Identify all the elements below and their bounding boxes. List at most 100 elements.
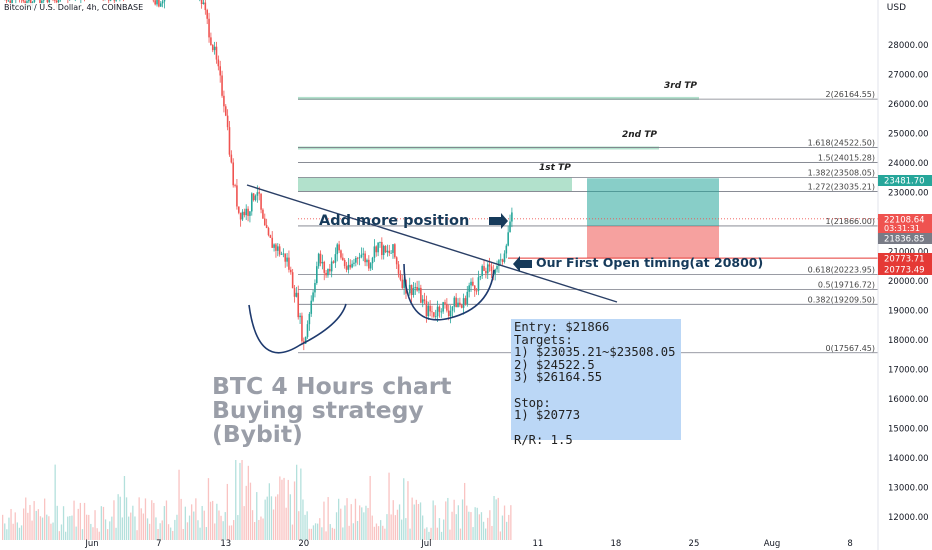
candle-body xyxy=(438,306,441,312)
volume-bar xyxy=(256,492,258,540)
volume-bar xyxy=(8,517,10,540)
candle-body xyxy=(429,305,431,312)
volume-bar xyxy=(88,514,90,540)
volume-bar xyxy=(83,502,86,540)
volume-bar xyxy=(275,496,277,540)
volume-bar xyxy=(508,514,510,540)
volume-bar xyxy=(197,520,199,540)
volume-bar xyxy=(312,525,315,540)
candle-body xyxy=(342,257,344,261)
volume-bar xyxy=(73,500,75,540)
info-line: R/R: 1.5 xyxy=(514,433,573,448)
info-line: 1) $20773 xyxy=(514,408,581,423)
volume-bar xyxy=(174,519,176,540)
volume-bar xyxy=(331,527,333,540)
volume-bar xyxy=(155,517,157,540)
volume-bar xyxy=(369,475,371,540)
candle-body xyxy=(41,0,43,5)
candle-body xyxy=(316,266,318,283)
volume-bar xyxy=(123,475,126,540)
volume-bar xyxy=(386,514,388,540)
candle-body xyxy=(267,228,270,236)
candle-body xyxy=(42,0,45,1)
candle-body xyxy=(442,302,444,312)
volume-bar xyxy=(317,523,319,540)
candle-body xyxy=(228,127,231,155)
candle-body xyxy=(239,212,242,220)
volume-bar xyxy=(86,514,88,540)
volume-bar xyxy=(6,529,8,540)
candle-body xyxy=(280,253,283,255)
volume-bar xyxy=(157,529,159,540)
candle-body xyxy=(161,1,164,4)
volume-bar xyxy=(75,526,77,540)
volume-bar xyxy=(459,528,462,540)
candle-body xyxy=(159,3,162,7)
volume-bar xyxy=(392,500,394,540)
volume-bar xyxy=(199,527,201,540)
currency-label: USD xyxy=(886,3,906,13)
candle-body xyxy=(306,324,309,337)
candle-body xyxy=(356,257,359,259)
price-tick-label: 27000.00 xyxy=(888,71,929,81)
cup-left-curve xyxy=(248,303,347,354)
candle-body xyxy=(262,209,264,219)
price-tag xyxy=(878,214,932,225)
candle-body xyxy=(466,291,469,305)
candle-body xyxy=(247,208,249,216)
candle-body xyxy=(433,312,435,317)
volume-bar xyxy=(438,518,441,540)
candle-body xyxy=(156,0,158,5)
volume-bar xyxy=(293,481,296,540)
volume-bar xyxy=(455,514,457,540)
candle-body xyxy=(375,246,378,253)
candle-body xyxy=(496,266,498,270)
price-tag-label: 23481.70 xyxy=(884,177,925,187)
tp-label-2: 2nd TP xyxy=(622,130,657,141)
volume-bar xyxy=(365,505,367,540)
candle-body xyxy=(200,0,203,4)
volume-bar xyxy=(18,527,21,540)
candle-body xyxy=(481,266,483,276)
volume-bar xyxy=(302,499,304,540)
volume-bar xyxy=(409,528,411,540)
volume-bar xyxy=(186,522,189,540)
candle-body xyxy=(310,300,313,314)
volume-bar xyxy=(430,527,432,540)
candle-body xyxy=(312,292,314,301)
volume-bar xyxy=(487,517,489,540)
volume-bar xyxy=(405,518,407,540)
price-tick-label: 21000.00 xyxy=(888,248,929,258)
volume-bar xyxy=(424,528,426,540)
volume-bar xyxy=(230,525,233,540)
candle-body xyxy=(219,66,221,76)
candle-body xyxy=(444,302,446,304)
volume-bar xyxy=(79,502,81,540)
resistance-trendline xyxy=(246,184,618,303)
volume-bar xyxy=(92,527,94,540)
candle-body xyxy=(217,59,220,67)
volume-bar xyxy=(506,521,508,540)
volume-bar xyxy=(342,527,344,540)
candle-body xyxy=(364,253,366,263)
candle-body xyxy=(329,268,331,272)
candle-body xyxy=(223,95,225,107)
volume-bar xyxy=(54,464,56,540)
candle-body xyxy=(330,261,333,272)
time-tick-label: 7 xyxy=(156,539,161,549)
volume-bar xyxy=(151,500,153,540)
volume-bar xyxy=(285,507,287,540)
candle-body xyxy=(403,279,405,288)
volume-bar xyxy=(77,508,79,540)
volume-bar xyxy=(283,477,285,540)
candle-body xyxy=(115,0,117,1)
volume-bar xyxy=(466,505,468,540)
volume-bar xyxy=(130,512,132,540)
candle-body xyxy=(9,0,12,5)
position-loss-zone xyxy=(587,225,719,259)
cup-right-curve xyxy=(403,263,495,321)
overlay-title: BTC 4 Hours chart Buying strategy (Bybit… xyxy=(212,374,452,446)
volume-bar xyxy=(426,527,428,540)
candle-body xyxy=(410,284,413,296)
